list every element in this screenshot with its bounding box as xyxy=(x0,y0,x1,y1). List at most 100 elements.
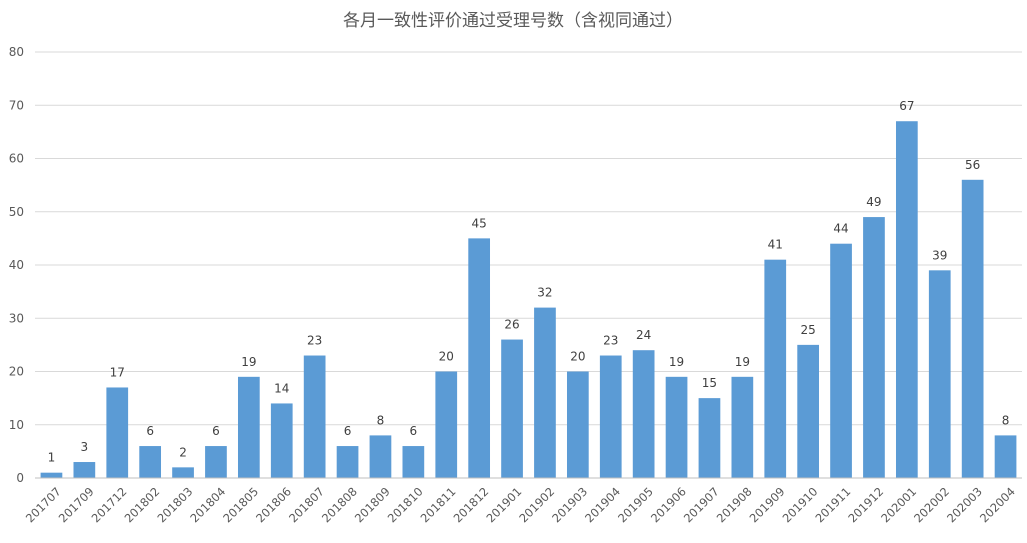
x-tick-label: 201903 xyxy=(549,484,590,525)
x-tick-label: 201807 xyxy=(286,484,327,525)
data-label: 19 xyxy=(669,355,684,369)
data-label: 39 xyxy=(932,248,947,262)
data-label: 6 xyxy=(410,424,418,438)
chart-title: 各月一致性评价通过受理号数（含视同通过） xyxy=(343,11,683,31)
x-tick-label: 201907 xyxy=(681,484,722,525)
bar xyxy=(994,435,1017,478)
y-tick-label: 0 xyxy=(16,471,24,485)
y-tick-label: 20 xyxy=(9,365,24,379)
bar xyxy=(698,398,721,478)
x-tick-label: 201909 xyxy=(747,484,788,525)
data-label: 1 xyxy=(48,451,56,465)
gridlines xyxy=(35,51,1022,426)
data-label: 25 xyxy=(801,323,816,337)
bars xyxy=(40,121,1017,479)
data-label: 17 xyxy=(110,365,125,379)
x-tick-label: 201804 xyxy=(187,484,228,525)
bar xyxy=(237,376,260,478)
y-tick-label: 60 xyxy=(9,152,24,166)
bar xyxy=(895,121,918,478)
bar xyxy=(961,179,984,479)
data-label: 44 xyxy=(833,222,848,236)
x-tick-label: 201803 xyxy=(154,484,195,525)
data-label: 67 xyxy=(899,99,914,113)
x-tick-label: 201904 xyxy=(582,484,623,525)
data-label: 32 xyxy=(537,286,552,300)
bar xyxy=(534,307,556,478)
x-tick-label: 201707 xyxy=(23,484,64,525)
bar xyxy=(172,467,194,478)
bar xyxy=(731,376,754,478)
y-tick-label: 70 xyxy=(9,98,24,112)
bar xyxy=(632,350,655,478)
bar xyxy=(599,355,622,478)
data-label: 3 xyxy=(81,440,89,454)
x-tick-label: 201802 xyxy=(122,484,163,525)
bar xyxy=(764,259,787,478)
data-label: 19 xyxy=(241,355,256,369)
x-tick-label: 201809 xyxy=(352,484,393,525)
x-tick-label: 202003 xyxy=(944,484,985,525)
data-label: 2 xyxy=(179,445,187,459)
data-label: 49 xyxy=(866,195,881,209)
x-tick-label: 202004 xyxy=(977,484,1018,525)
data-label: 41 xyxy=(768,238,783,252)
data-label: 8 xyxy=(1002,413,1010,427)
x-tick-label: 201810 xyxy=(385,484,426,525)
bar xyxy=(928,270,951,478)
x-tick-label: 202002 xyxy=(911,484,952,525)
y-tick-label: 10 xyxy=(9,418,24,432)
data-label: 6 xyxy=(344,424,352,438)
bar xyxy=(270,403,293,478)
y-tick-label: 50 xyxy=(9,205,24,219)
bar xyxy=(40,472,63,478)
bar xyxy=(863,217,885,478)
data-label: 20 xyxy=(570,350,585,364)
x-tick-label: 201811 xyxy=(418,484,459,525)
data-label: 26 xyxy=(504,318,519,332)
data-label: 6 xyxy=(146,424,154,438)
bar xyxy=(73,462,96,478)
x-tick-label: 201709 xyxy=(56,484,97,525)
y-tick-label: 40 xyxy=(9,258,24,272)
x-tick-label: 201808 xyxy=(319,484,360,525)
data-label: 56 xyxy=(965,158,980,172)
x-tick-label: 201910 xyxy=(780,484,821,525)
bar xyxy=(139,446,162,478)
data-label: 23 xyxy=(307,334,322,348)
data-label: 24 xyxy=(636,328,651,342)
bar xyxy=(303,355,326,478)
data-label: 6 xyxy=(212,424,220,438)
x-tick-label: 201908 xyxy=(714,484,755,525)
x-tick-label: 201712 xyxy=(89,484,130,525)
y-axis-ticks: 0 10 20 30 40 50 60 70 80 xyxy=(9,45,24,485)
bar xyxy=(369,435,392,478)
bar xyxy=(797,344,820,478)
bar xyxy=(336,446,359,478)
x-tick-label: 201805 xyxy=(220,484,261,525)
bar xyxy=(566,371,589,478)
bar xyxy=(665,376,688,478)
x-tick-label: 201906 xyxy=(648,484,689,525)
bar xyxy=(402,446,425,478)
x-tick-label: 201812 xyxy=(451,484,492,525)
y-tick-label: 80 xyxy=(9,45,24,59)
x-tick-label: 201901 xyxy=(483,484,524,525)
data-label: 45 xyxy=(472,216,487,230)
data-label: 20 xyxy=(439,350,454,364)
data-label: 14 xyxy=(274,381,289,395)
x-tick-label: 201905 xyxy=(615,484,656,525)
bar xyxy=(830,243,852,478)
x-axis-ticks: 2017072017092017122018022018032018042018… xyxy=(23,484,1018,525)
data-label: 15 xyxy=(702,376,717,390)
x-tick-label: 201806 xyxy=(253,484,294,525)
bar xyxy=(468,238,491,478)
bar xyxy=(106,387,129,478)
x-tick-label: 201912 xyxy=(845,484,886,525)
data-label: 23 xyxy=(603,334,618,348)
bar xyxy=(501,339,523,478)
x-tick-label: 202001 xyxy=(878,484,919,525)
data-label: 8 xyxy=(377,413,385,427)
